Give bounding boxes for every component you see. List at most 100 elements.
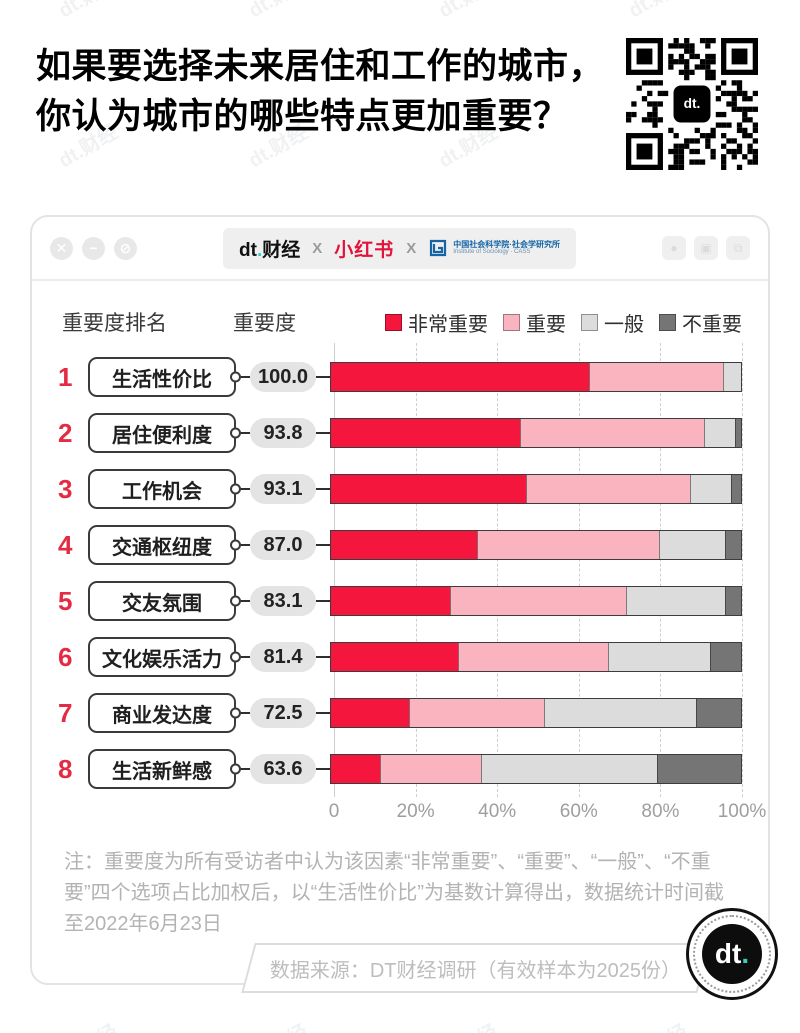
gridline bbox=[415, 343, 417, 797]
connector-dot bbox=[230, 707, 241, 719]
bar-segment-不重要 bbox=[695, 699, 741, 727]
importance-score: 93.8 bbox=[250, 418, 316, 448]
connector-line bbox=[316, 768, 330, 770]
category-label: 交友氛围 bbox=[122, 592, 202, 615]
connector-dot bbox=[230, 763, 241, 775]
rank-number: 2 bbox=[58, 417, 73, 448]
block-icon[interactable]: ⊘ bbox=[114, 236, 137, 260]
stacked-bar bbox=[330, 362, 742, 392]
cass-logo: 中国社会科学院·社会学研究所 Institute of Sociology · … bbox=[428, 238, 560, 258]
minimize-icon[interactable]: − bbox=[82, 236, 105, 260]
x-axis-tick: 80% bbox=[641, 801, 680, 822]
chart-legend: 非常重要 重要 一般 不重要 bbox=[385, 308, 742, 337]
category-label: 文化娱乐活力 bbox=[102, 648, 222, 671]
header-buttons: ● ▣ ⧉ bbox=[661, 236, 750, 260]
category-label: 生活性价比 bbox=[112, 368, 212, 391]
connector-line bbox=[316, 488, 330, 490]
category-label: 生活新鲜感 bbox=[112, 760, 212, 783]
connector-line bbox=[316, 376, 330, 378]
x-axis-tick: 20% bbox=[396, 801, 435, 822]
connector-line bbox=[316, 544, 330, 546]
rank-number: 5 bbox=[58, 585, 73, 616]
score-column-header: 重要度 bbox=[233, 312, 296, 335]
bar-segment-非常重要 bbox=[331, 587, 450, 615]
category-label-box: 生活新鲜感 bbox=[88, 749, 241, 789]
x-separator: X bbox=[406, 239, 417, 257]
bar-segment-重要 bbox=[476, 531, 659, 559]
bar-segment-不重要 bbox=[734, 419, 741, 447]
dt-logo-name: 财经 bbox=[262, 239, 301, 261]
watermark-text: dt.财经 bbox=[52, 0, 122, 23]
bar-segment-一般 bbox=[544, 699, 696, 727]
legend-label: 非常重要 bbox=[408, 313, 488, 336]
stacked-bar bbox=[330, 642, 742, 672]
bar-segment-一般 bbox=[689, 475, 731, 503]
category-label-box: 交通枢纽度 bbox=[88, 525, 241, 565]
cass-name: 中国社会科学院·社会学研究所 Institute of Sociology · … bbox=[453, 240, 560, 257]
stacked-bar bbox=[330, 474, 742, 504]
rank-number: 6 bbox=[58, 641, 73, 672]
bar-segment-非常重要 bbox=[331, 475, 526, 503]
bar-segment-一般 bbox=[704, 419, 735, 447]
account-icon[interactable]: ● bbox=[661, 236, 686, 260]
category-label-box: 生活性价比 bbox=[88, 357, 241, 397]
connector-dot bbox=[230, 539, 241, 551]
bar-segment-重要 bbox=[589, 363, 723, 391]
bar-segment-一般 bbox=[480, 755, 657, 783]
legend-label: 一般 bbox=[604, 313, 644, 336]
legend-item: 不重要 bbox=[659, 308, 742, 337]
importance-score: 83.1 bbox=[250, 586, 316, 616]
rank-number: 8 bbox=[58, 753, 73, 784]
gridline bbox=[660, 343, 662, 797]
x-axis: 0 20% 40% 60% 80% 100% bbox=[329, 797, 767, 825]
watermark-text: dt.财经 bbox=[622, 1016, 692, 1033]
connector-line bbox=[236, 488, 250, 490]
card-header: ✕ − ⊘ dt. 财经 X 小红书 X 中国社会科学院·社会学研究所 Insti… bbox=[32, 217, 768, 281]
cass-emblem-icon bbox=[430, 239, 447, 257]
bar-segment-重要 bbox=[525, 475, 690, 503]
bar-segment-非常重要 bbox=[331, 755, 381, 783]
chart-row: 5 交友氛围 83.1 bbox=[58, 573, 742, 629]
gridline bbox=[578, 343, 580, 797]
bar-segment-非常重要 bbox=[331, 363, 590, 391]
rank-column-header: 重要度排名 bbox=[62, 312, 167, 335]
chart-row: 2 居住便利度 93.8 bbox=[58, 405, 742, 461]
x-axis-tick: 100% bbox=[717, 801, 767, 822]
lock-icon[interactable]: ▣ bbox=[693, 236, 718, 260]
badge-dt-dot: . bbox=[741, 938, 750, 969]
legend-item: 一般 bbox=[581, 308, 644, 337]
chart-body: 1 生活性价比 100.0 2 居住便利度 93.8 3 工作机会 93.1 4 交通枢纽度 87.0… bbox=[58, 343, 767, 825]
close-icon[interactable]: ✕ bbox=[50, 236, 73, 260]
bar-segment-重要 bbox=[380, 755, 481, 783]
legend-swatch bbox=[659, 313, 676, 331]
source-banner: 数据来源：DT财经调研（有效样本为2025份） bbox=[241, 943, 711, 993]
stacked-bar bbox=[330, 418, 742, 448]
legend-swatch bbox=[385, 313, 402, 331]
rank-number: 3 bbox=[58, 473, 73, 504]
legend-swatch bbox=[581, 313, 598, 331]
category-label-box: 商业发达度 bbox=[88, 693, 241, 733]
rank-number: 4 bbox=[58, 529, 73, 560]
badge-dotted-ring bbox=[693, 915, 771, 993]
gridline bbox=[742, 343, 743, 797]
legend-label: 重要 bbox=[526, 313, 566, 336]
connector-line bbox=[236, 656, 250, 658]
bar-segment-重要 bbox=[449, 587, 627, 615]
title-line-1: 如果要选择未来居住和工作的城市， bbox=[36, 47, 605, 86]
copy-icon[interactable]: ⧉ bbox=[725, 236, 750, 260]
bar-segment-不重要 bbox=[724, 531, 741, 559]
stacked-bar bbox=[330, 698, 742, 728]
category-label: 商业发达度 bbox=[112, 704, 212, 727]
brand-bar: dt. 财经 X 小红书 X 中国社会科学院·社会学研究所 Institute o… bbox=[223, 227, 576, 269]
watermark-text: dt.财经 bbox=[242, 1016, 312, 1033]
importance-score: 100.0 bbox=[250, 362, 316, 392]
gridlines bbox=[334, 343, 743, 797]
xiaohongshu-logo: 小红书 bbox=[334, 239, 395, 261]
connector-line bbox=[236, 600, 250, 602]
bar-segment-不重要 bbox=[656, 755, 741, 783]
x-axis-tick: 40% bbox=[478, 801, 517, 822]
connector-line bbox=[316, 600, 330, 602]
connector-dot bbox=[230, 595, 241, 607]
badge-dt-logo: dt. bbox=[702, 924, 762, 984]
